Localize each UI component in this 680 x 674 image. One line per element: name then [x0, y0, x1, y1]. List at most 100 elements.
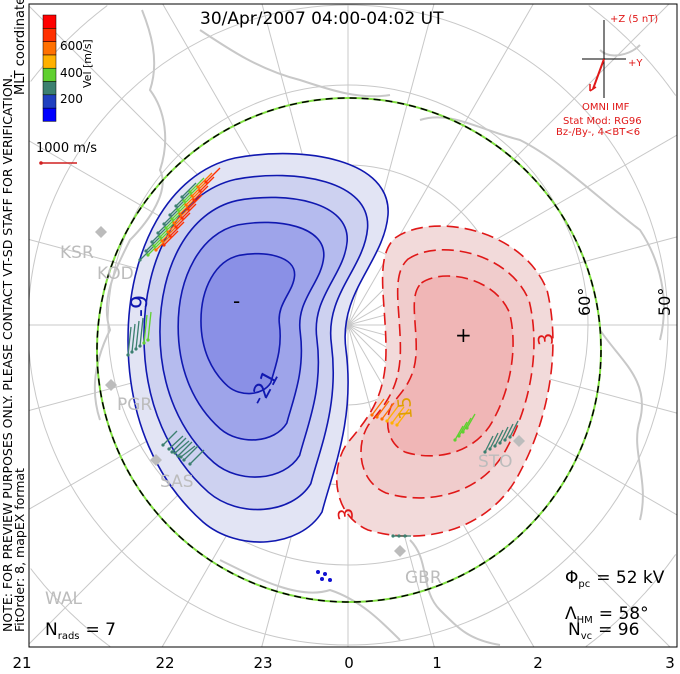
colorbar-tick: 600	[60, 39, 83, 53]
vector-origin	[173, 451, 177, 455]
vector-origin	[328, 578, 332, 582]
station-pgr: PGR	[117, 395, 152, 415]
velocity-vector	[162, 430, 178, 446]
potential-min-marker: -	[233, 289, 240, 313]
vector-origin	[160, 239, 164, 243]
velocity-vector	[153, 231, 169, 247]
lat-label-60: 60°	[575, 288, 594, 316]
velocity-vector	[391, 406, 405, 424]
velocity-vector	[127, 326, 132, 356]
velocity-vector	[139, 245, 155, 261]
vector-origin	[391, 534, 395, 538]
velocity-vector	[189, 177, 205, 193]
velocity-vector	[147, 311, 152, 341]
vector-origin	[134, 347, 138, 351]
coordinates-label: MLT coordinates	[13, 0, 28, 95]
vector-origin	[138, 258, 142, 262]
velocity-vector	[169, 221, 185, 237]
vector-origin	[320, 577, 324, 581]
vector-origin	[170, 450, 174, 454]
velocity-vector	[185, 190, 201, 206]
velocity-vector	[193, 185, 209, 201]
vector-origin	[186, 207, 190, 211]
vector-origin	[144, 249, 148, 253]
mlt-tick: 3	[665, 654, 675, 672]
vector-origin	[182, 458, 186, 462]
vector-origin	[395, 423, 399, 427]
vector-origin	[142, 341, 146, 345]
velocity-vector	[171, 437, 187, 453]
vector-origin	[493, 444, 497, 448]
contour-label: 15	[394, 396, 417, 421]
plot-frame	[28, 3, 678, 648]
potential-max-marker: +	[455, 323, 472, 347]
velocity-vector	[145, 236, 161, 252]
colorbar-segment	[42, 107, 57, 122]
station-marker	[513, 435, 525, 447]
vector-origin	[182, 199, 186, 203]
vector-origin	[397, 534, 401, 538]
velocity-vector	[189, 449, 205, 465]
vector-origin	[498, 441, 502, 445]
colorbar-segment	[42, 81, 57, 96]
velocity-vector	[504, 423, 514, 441]
colorbar-label: Vel [m/s]	[81, 39, 94, 88]
colorbar-segment	[42, 67, 57, 82]
velocity-vector	[179, 199, 195, 215]
colorbar-segment	[42, 54, 57, 69]
vector-origin	[138, 344, 142, 348]
velocity-vector	[197, 172, 213, 188]
vector-origin	[168, 234, 172, 238]
vector-origin	[146, 253, 150, 257]
velocity-vector	[131, 323, 136, 353]
vector-origin	[488, 447, 492, 451]
map-stats: Φpc = 52 kV ΛHM = 58° Nvc = 96 Nrads = 7	[45, 568, 665, 642]
vector-origin	[508, 435, 512, 439]
vector-origin	[170, 217, 174, 221]
contour-label: 3	[333, 507, 358, 522]
vector-origin	[188, 462, 192, 466]
velocity-vector	[135, 320, 140, 350]
lat-label-50: 50°	[655, 288, 674, 316]
velocity-vectors	[126, 167, 519, 582]
vector-origin	[180, 216, 184, 220]
preview-note: NOTE: FOR PREVIEW PURPOSES ONLY. PLEASE …	[0, 74, 15, 632]
contour-label: 3	[533, 332, 558, 347]
vector-origin	[166, 230, 170, 234]
velocity-vector	[163, 209, 179, 225]
velocity-vector	[177, 441, 193, 457]
potential-contour	[200, 252, 296, 395]
vector-origin	[174, 225, 178, 229]
station-marker	[95, 226, 107, 238]
vector-origin	[453, 438, 457, 442]
velocity-vector	[143, 314, 148, 344]
colorbar-segment	[42, 94, 57, 109]
vector-origin	[323, 572, 327, 576]
velocity-vector	[494, 429, 504, 447]
latitude-circle-40	[30, 5, 677, 647]
mlt-tick: 0	[344, 654, 354, 672]
station-marker	[105, 379, 117, 391]
velocity-vector	[376, 400, 390, 418]
velocity-vector	[139, 317, 144, 347]
station-kod: KOD	[97, 264, 134, 284]
imf-bin: Bz-/By-, 4<BT<6	[556, 127, 640, 138]
vector-origin	[176, 208, 180, 212]
colorbar-segment	[42, 14, 57, 29]
velocity-vector	[165, 213, 181, 229]
velocity-vector	[175, 191, 191, 207]
vector-origin	[162, 222, 166, 226]
vector-origin	[180, 195, 184, 199]
vector-origin	[146, 338, 150, 342]
vector-origin	[174, 204, 178, 208]
velocity-vector	[187, 194, 203, 210]
vector-origin	[461, 430, 465, 434]
vector-origin	[168, 213, 172, 217]
stat-n-vc: Nvc = 96	[568, 620, 639, 642]
vector-origin	[158, 235, 162, 239]
imf-arrowhead	[589, 84, 597, 92]
velocity-vector	[199, 176, 215, 192]
velocity-vector	[168, 435, 184, 450]
stat-n-rads: Nrads = 7	[45, 620, 116, 642]
